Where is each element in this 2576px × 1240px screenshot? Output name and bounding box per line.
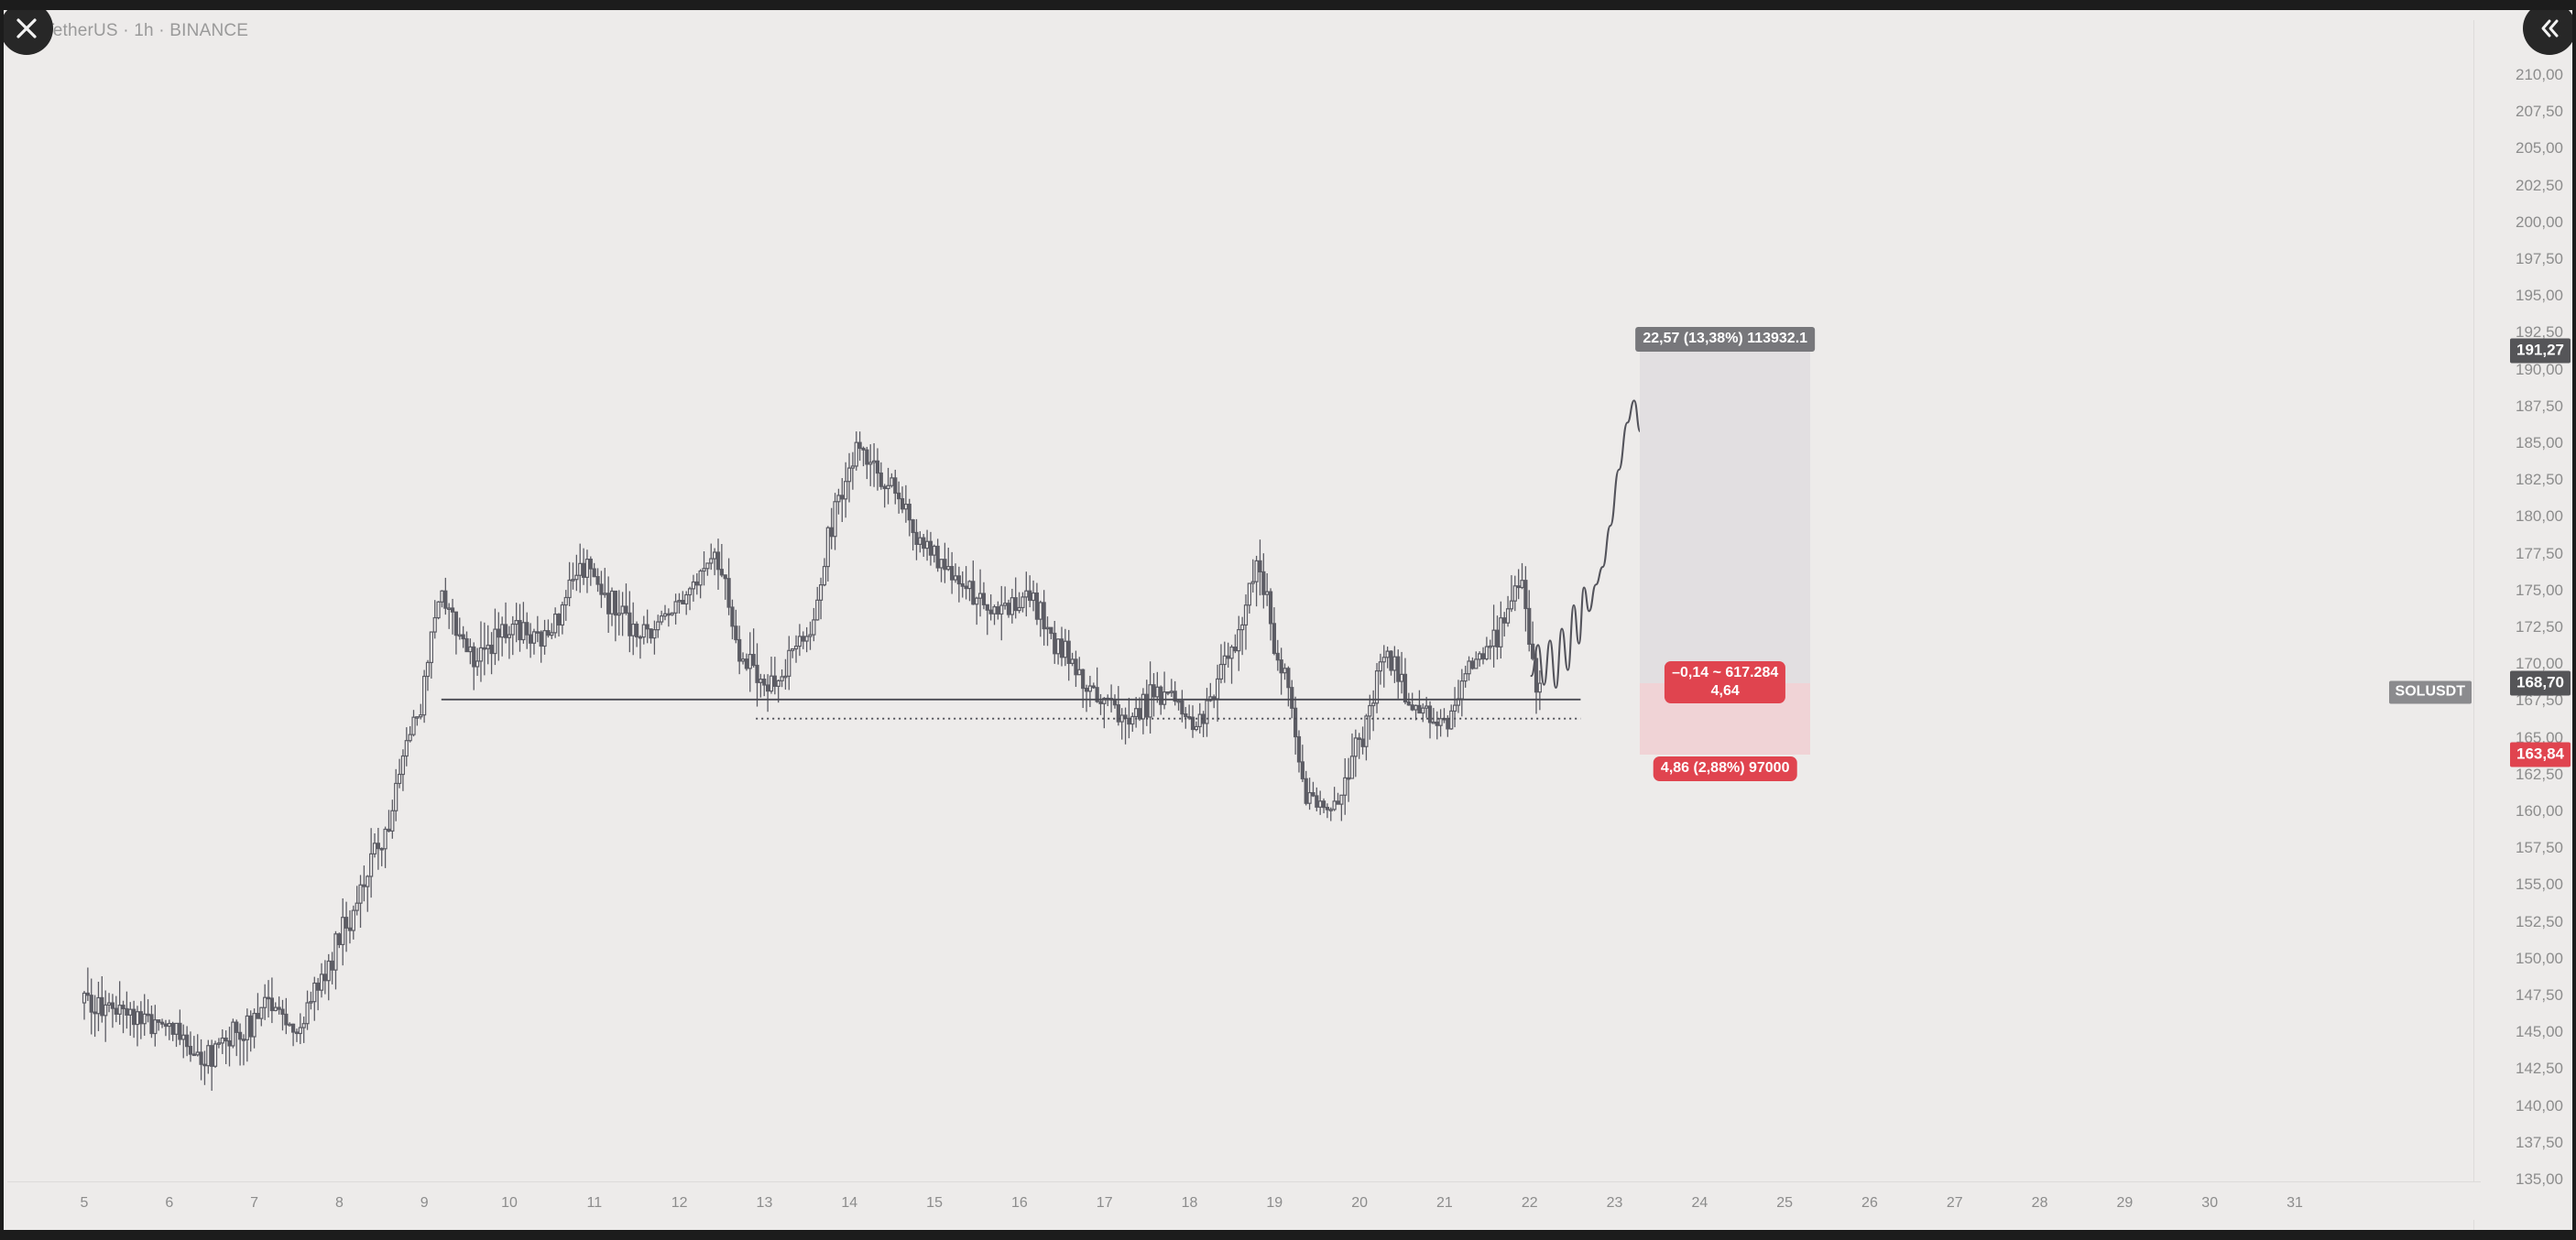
target-label[interactable]: 22,57 (13,38%) 113932.1 [1635, 327, 1816, 352]
close-button[interactable] [4, 10, 53, 55]
collapse-panel-button[interactable] [2523, 10, 2572, 55]
price-tick: 190,00 [2516, 360, 2563, 378]
time-tick: 19 [1266, 1195, 1283, 1211]
time-tick: 10 [501, 1195, 518, 1211]
time-tick: 11 [586, 1195, 603, 1211]
time-tick: 27 [1946, 1195, 1963, 1211]
time-tick: 25 [1776, 1195, 1794, 1211]
time-tick: 14 [841, 1195, 858, 1211]
chart-surface[interactable]: TetherUS · 1h · BINANCE 22,57 (13,38%) 1… [4, 10, 2572, 1230]
entry-label[interactable]: –0,14 ~ 617.284 4,64 [1665, 661, 1786, 704]
price-tick: 192,50 [2516, 323, 2563, 342]
entry-label-line1: –0,14 ~ 617.284 [1672, 665, 1779, 681]
price-tick: 135,00 [2516, 1170, 2563, 1188]
time-tick: 21 [1436, 1195, 1453, 1211]
time-tick: 28 [2031, 1195, 2048, 1211]
freehand-drawings [441, 348, 1810, 720]
time-tick: 17 [1096, 1195, 1113, 1211]
price-tick: 155,00 [2516, 876, 2563, 894]
candlestick-plot[interactable] [4, 30, 2509, 1210]
stop-price-badge[interactable]: 163,84 [2510, 742, 2571, 767]
price-tick: 170,00 [2516, 655, 2563, 673]
price-tick: 147,50 [2516, 986, 2563, 1004]
time-tick: 29 [2116, 1195, 2134, 1211]
time-tick: 30 [2201, 1195, 2219, 1211]
time-tick: 9 [420, 1195, 429, 1211]
time-axis[interactable]: 5 6 7 8 9 10 11 12 13 14 15 16 17 18 19 20 21 22 23 24 25 26 2… [7, 1181, 2481, 1220]
price-tick: 162,50 [2516, 765, 2563, 783]
time-tick: 16 [1010, 1195, 1028, 1211]
time-tick: 6 [165, 1195, 174, 1211]
price-tick: 152,50 [2516, 912, 2563, 930]
price-tick: 142,50 [2516, 1060, 2563, 1078]
price-tick: 185,00 [2516, 434, 2563, 451]
price-tick: 177,50 [2516, 544, 2563, 562]
time-tick: 7 [250, 1195, 259, 1211]
price-tick: 205,00 [2516, 139, 2563, 158]
double-chevron-left-icon [2536, 15, 2563, 42]
entry-label-line2: 4,64 [1710, 682, 1740, 699]
price-tick: 137,50 [2516, 1133, 2563, 1151]
freehand-bullish-projection-arrow[interactable] [1530, 348, 1658, 689]
price-axis[interactable]: 210,00 207,50 205,00 202,50 200,00 197,50 195,… [2473, 20, 2572, 1230]
time-tick: 31 [2287, 1195, 2303, 1211]
price-tick: 202,50 [2516, 176, 2563, 194]
profit-zone[interactable] [1640, 351, 1810, 684]
price-tick: 175,00 [2516, 581, 2563, 599]
price-tick: 197,50 [2516, 250, 2563, 267]
chart-legend: TetherUS · 1h · BINANCE [44, 21, 249, 40]
price-tick: 187,50 [2516, 397, 2563, 415]
close-icon [13, 15, 40, 42]
price-tick: 210,00 [2516, 66, 2563, 83]
time-tick: 15 [926, 1195, 943, 1211]
ticker-badge: SOLUSDT [2388, 680, 2472, 704]
price-tick: 160,00 [2516, 802, 2563, 820]
last-price-badge[interactable]: 168,70 [2510, 670, 2571, 696]
price-tick: 207,50 [2516, 103, 2563, 121]
price-tick: 172,50 [2516, 618, 2563, 636]
price-tick: 182,50 [2516, 471, 2563, 489]
time-tick: 13 [756, 1195, 773, 1211]
time-tick: 22 [1521, 1195, 1538, 1211]
time-tick: 26 [1861, 1195, 1878, 1211]
time-tick: 5 [80, 1195, 89, 1211]
time-tick: 12 [671, 1195, 688, 1211]
price-tick: 157,50 [2516, 839, 2563, 857]
time-tick: 18 [1181, 1195, 1198, 1211]
price-tick: 145,00 [2516, 1023, 2563, 1041]
price-tick: 150,00 [2516, 949, 2563, 967]
price-tick: 140,00 [2516, 1096, 2563, 1115]
candlestick-series [82, 431, 1542, 1092]
price-tick: 180,00 [2516, 507, 2563, 526]
price-tick: 200,00 [2516, 212, 2563, 231]
drawing-price-badge[interactable]: 191,27 [2510, 338, 2571, 364]
price-tick: 195,00 [2516, 287, 2563, 305]
time-tick: 20 [1351, 1195, 1369, 1211]
time-tick: 24 [1691, 1195, 1708, 1211]
price-tick: 167,50 [2516, 691, 2563, 710]
time-tick: 8 [334, 1195, 344, 1211]
stop-label[interactable]: 4,86 (2,88%) 97000 [1653, 756, 1797, 781]
time-tick: 23 [1606, 1195, 1623, 1211]
price-tick: 165,00 [2516, 728, 2563, 746]
